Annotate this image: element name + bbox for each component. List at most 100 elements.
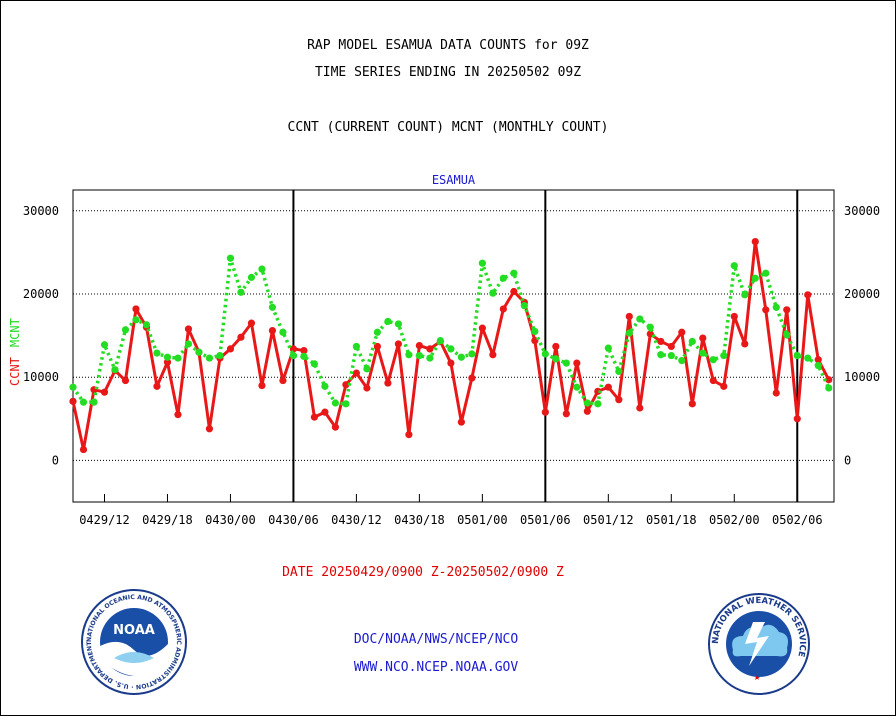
data-point-ccnt xyxy=(657,337,665,346)
data-point-mcnt xyxy=(216,351,224,360)
data-point-ccnt xyxy=(321,408,329,416)
data-point-mcnt xyxy=(699,349,707,357)
data-point-ccnt xyxy=(573,359,581,367)
y-tick-label-right: 0 xyxy=(844,453,851,467)
x-tick-label: 0429/18 xyxy=(142,513,193,527)
data-point-ccnt xyxy=(678,328,686,336)
data-point-mcnt xyxy=(804,354,812,362)
data-point-mcnt xyxy=(289,351,298,360)
data-point-mcnt xyxy=(279,328,287,336)
data-point-ccnt xyxy=(667,342,675,351)
data-point-mcnt xyxy=(205,354,214,362)
data-point-mcnt xyxy=(142,321,151,329)
data-point-mcnt xyxy=(594,400,602,408)
data-point-ccnt xyxy=(457,418,465,426)
data-point-mcnt xyxy=(342,400,350,408)
data-point-ccnt xyxy=(226,345,235,353)
y-tick-label-left: 30000 xyxy=(23,204,59,218)
data-point-ccnt xyxy=(730,312,738,321)
data-point-mcnt xyxy=(709,356,717,364)
y-tick-label-left: 0 xyxy=(52,453,59,467)
y-tick-label-left: 10000 xyxy=(23,370,59,384)
x-tick-label: 0430/00 xyxy=(205,513,256,527)
data-point-mcnt xyxy=(583,399,591,407)
data-point-mcnt xyxy=(499,274,507,282)
data-point-mcnt xyxy=(153,349,161,357)
data-point-ccnt xyxy=(783,306,791,314)
data-point-mcnt xyxy=(111,366,119,374)
data-point-ccnt xyxy=(468,374,476,382)
data-point-mcnt xyxy=(625,329,633,337)
data-point-ccnt xyxy=(447,359,455,367)
data-point-ccnt xyxy=(804,291,812,299)
data-point-mcnt xyxy=(688,337,696,346)
data-point-mcnt xyxy=(604,344,612,352)
noaa-logo: NATIONAL OCEANIC AND ATMOSPHERIC ADMINIS… xyxy=(80,588,187,695)
data-point-mcnt xyxy=(741,291,749,299)
chart-subtitle: CCNT (CURRENT COUNT) MCNT (MONTHLY COUNT… xyxy=(287,120,609,135)
date-range-label: DATE 20250429/0900 Z-20250502/0900 Z xyxy=(282,565,564,580)
x-tick-label: 0430/12 xyxy=(331,513,382,527)
data-point-ccnt xyxy=(741,340,749,348)
data-point-mcnt xyxy=(321,382,329,390)
data-point-mcnt xyxy=(79,398,88,406)
data-point-ccnt xyxy=(342,381,350,389)
data-point-mcnt xyxy=(636,315,644,323)
data-point-mcnt xyxy=(793,351,801,360)
data-point-mcnt xyxy=(405,351,413,359)
y-axis-label-mcnt: MCNT xyxy=(8,318,22,347)
data-point-ccnt xyxy=(153,382,161,390)
data-point-mcnt xyxy=(384,317,392,326)
data-point-mcnt xyxy=(825,384,833,392)
data-point-mcnt xyxy=(237,288,245,296)
data-point-ccnt xyxy=(300,346,308,355)
data-point-ccnt xyxy=(237,333,245,341)
noaa-logo-text: NOAA xyxy=(113,623,155,638)
data-point-ccnt xyxy=(363,384,371,392)
data-point-mcnt xyxy=(300,352,308,360)
data-point-ccnt xyxy=(751,237,759,246)
data-point-mcnt xyxy=(373,328,381,336)
data-point-ccnt xyxy=(625,312,633,321)
y-axis-label-ccnt: CCNT xyxy=(8,357,22,386)
y-tick-label-right: 10000 xyxy=(844,370,880,384)
data-point-ccnt xyxy=(79,445,88,454)
data-point-mcnt xyxy=(163,353,172,361)
data-point-mcnt xyxy=(258,265,266,273)
data-point-mcnt xyxy=(541,350,549,358)
data-point-ccnt xyxy=(793,415,801,423)
data-point-mcnt xyxy=(69,383,77,391)
data-point-ccnt xyxy=(121,376,130,385)
data-point-ccnt xyxy=(384,379,392,387)
data-point-mcnt xyxy=(730,262,738,270)
doc-noaa-link[interactable]: DOC/NOAA/NWS/NCEP/NCO xyxy=(353,632,519,647)
data-point-mcnt xyxy=(657,351,665,359)
data-point-ccnt xyxy=(352,369,361,377)
data-point-ccnt xyxy=(331,423,340,431)
data-point-ccnt xyxy=(310,413,319,421)
data-point-mcnt xyxy=(132,316,140,324)
data-point-mcnt xyxy=(415,351,423,360)
x-tick-label: 0501/06 xyxy=(520,513,571,527)
data-point-mcnt xyxy=(615,367,623,375)
data-point-mcnt xyxy=(310,360,319,368)
data-point-ccnt xyxy=(510,287,518,296)
x-tick-label: 0502/00 xyxy=(709,513,760,527)
x-tick-label: 0430/18 xyxy=(394,513,445,527)
data-point-ccnt xyxy=(184,325,193,333)
data-point-ccnt xyxy=(100,388,109,396)
data-point-mcnt xyxy=(814,361,822,370)
data-point-mcnt xyxy=(678,356,686,365)
data-point-ccnt xyxy=(814,356,822,364)
x-tick-label: 0502/06 xyxy=(772,513,823,527)
nco-website-link[interactable]: WWW.NCO.NCEP.NOAA.GOV xyxy=(353,660,519,675)
data-point-ccnt xyxy=(289,345,298,353)
data-point-ccnt xyxy=(132,305,140,313)
data-point-ccnt xyxy=(489,351,497,359)
chart-title-line2: TIME SERIES ENDING IN 20250502 09Z xyxy=(314,65,582,80)
data-point-ccnt xyxy=(499,305,507,313)
x-tick-label: 0501/18 xyxy=(646,513,697,527)
data-point-mcnt xyxy=(268,303,277,311)
data-point-ccnt xyxy=(615,396,623,404)
data-point-ccnt xyxy=(762,306,770,314)
